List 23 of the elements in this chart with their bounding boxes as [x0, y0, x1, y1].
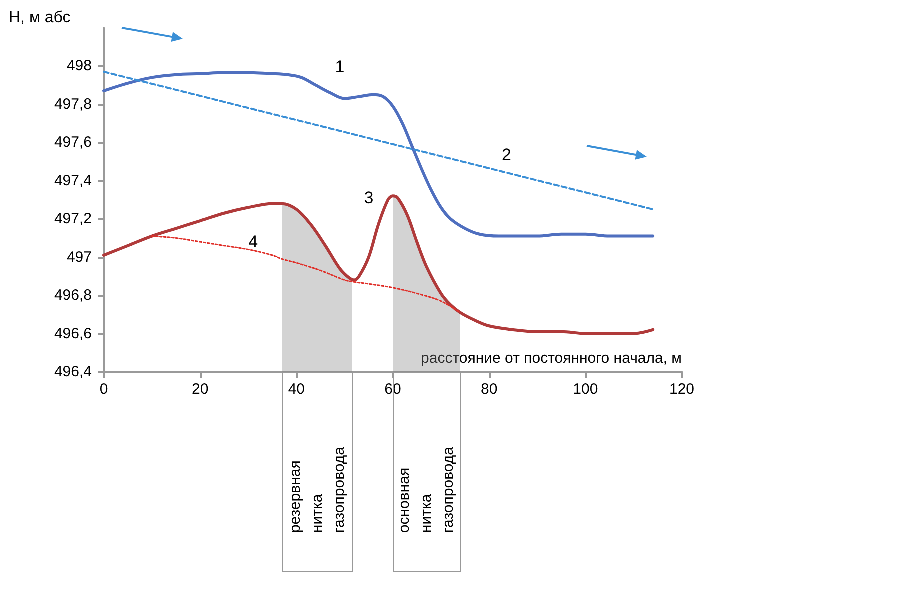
y-tick-label: 497,6 [54, 134, 92, 152]
y-tick-label: 496,6 [54, 325, 92, 342]
y-tick-label: 496,8 [54, 287, 92, 304]
y-tick-label: 497 [66, 248, 92, 266]
series-label: 2 [502, 145, 512, 164]
y-tick-label: 497,8 [54, 96, 92, 113]
series-label: 4 [248, 232, 258, 252]
x-tick-label: 20 [192, 381, 209, 398]
series-label: 1 [335, 57, 345, 76]
y-tick-label: 497,4 [54, 172, 92, 190]
x-tick-label: 80 [480, 381, 498, 398]
y-tick-label: 498 [66, 58, 92, 75]
series-label: 3 [364, 188, 374, 208]
line-series [151, 236, 462, 314]
x-tick-label: 120 [669, 381, 695, 398]
x-tick-label: 40 [288, 381, 306, 398]
x-axis-title: расстояние от постоянного начала, м [421, 350, 682, 367]
y-tick-label: 497,2 [54, 210, 92, 228]
y-axis-title: Н, м абс [9, 10, 71, 26]
y-tick-label: 496,4 [54, 364, 92, 380]
x-tick-label: 60 [384, 381, 402, 398]
x-tick-label: 0 [100, 381, 108, 398]
x-tick-label: 100 [573, 381, 598, 398]
